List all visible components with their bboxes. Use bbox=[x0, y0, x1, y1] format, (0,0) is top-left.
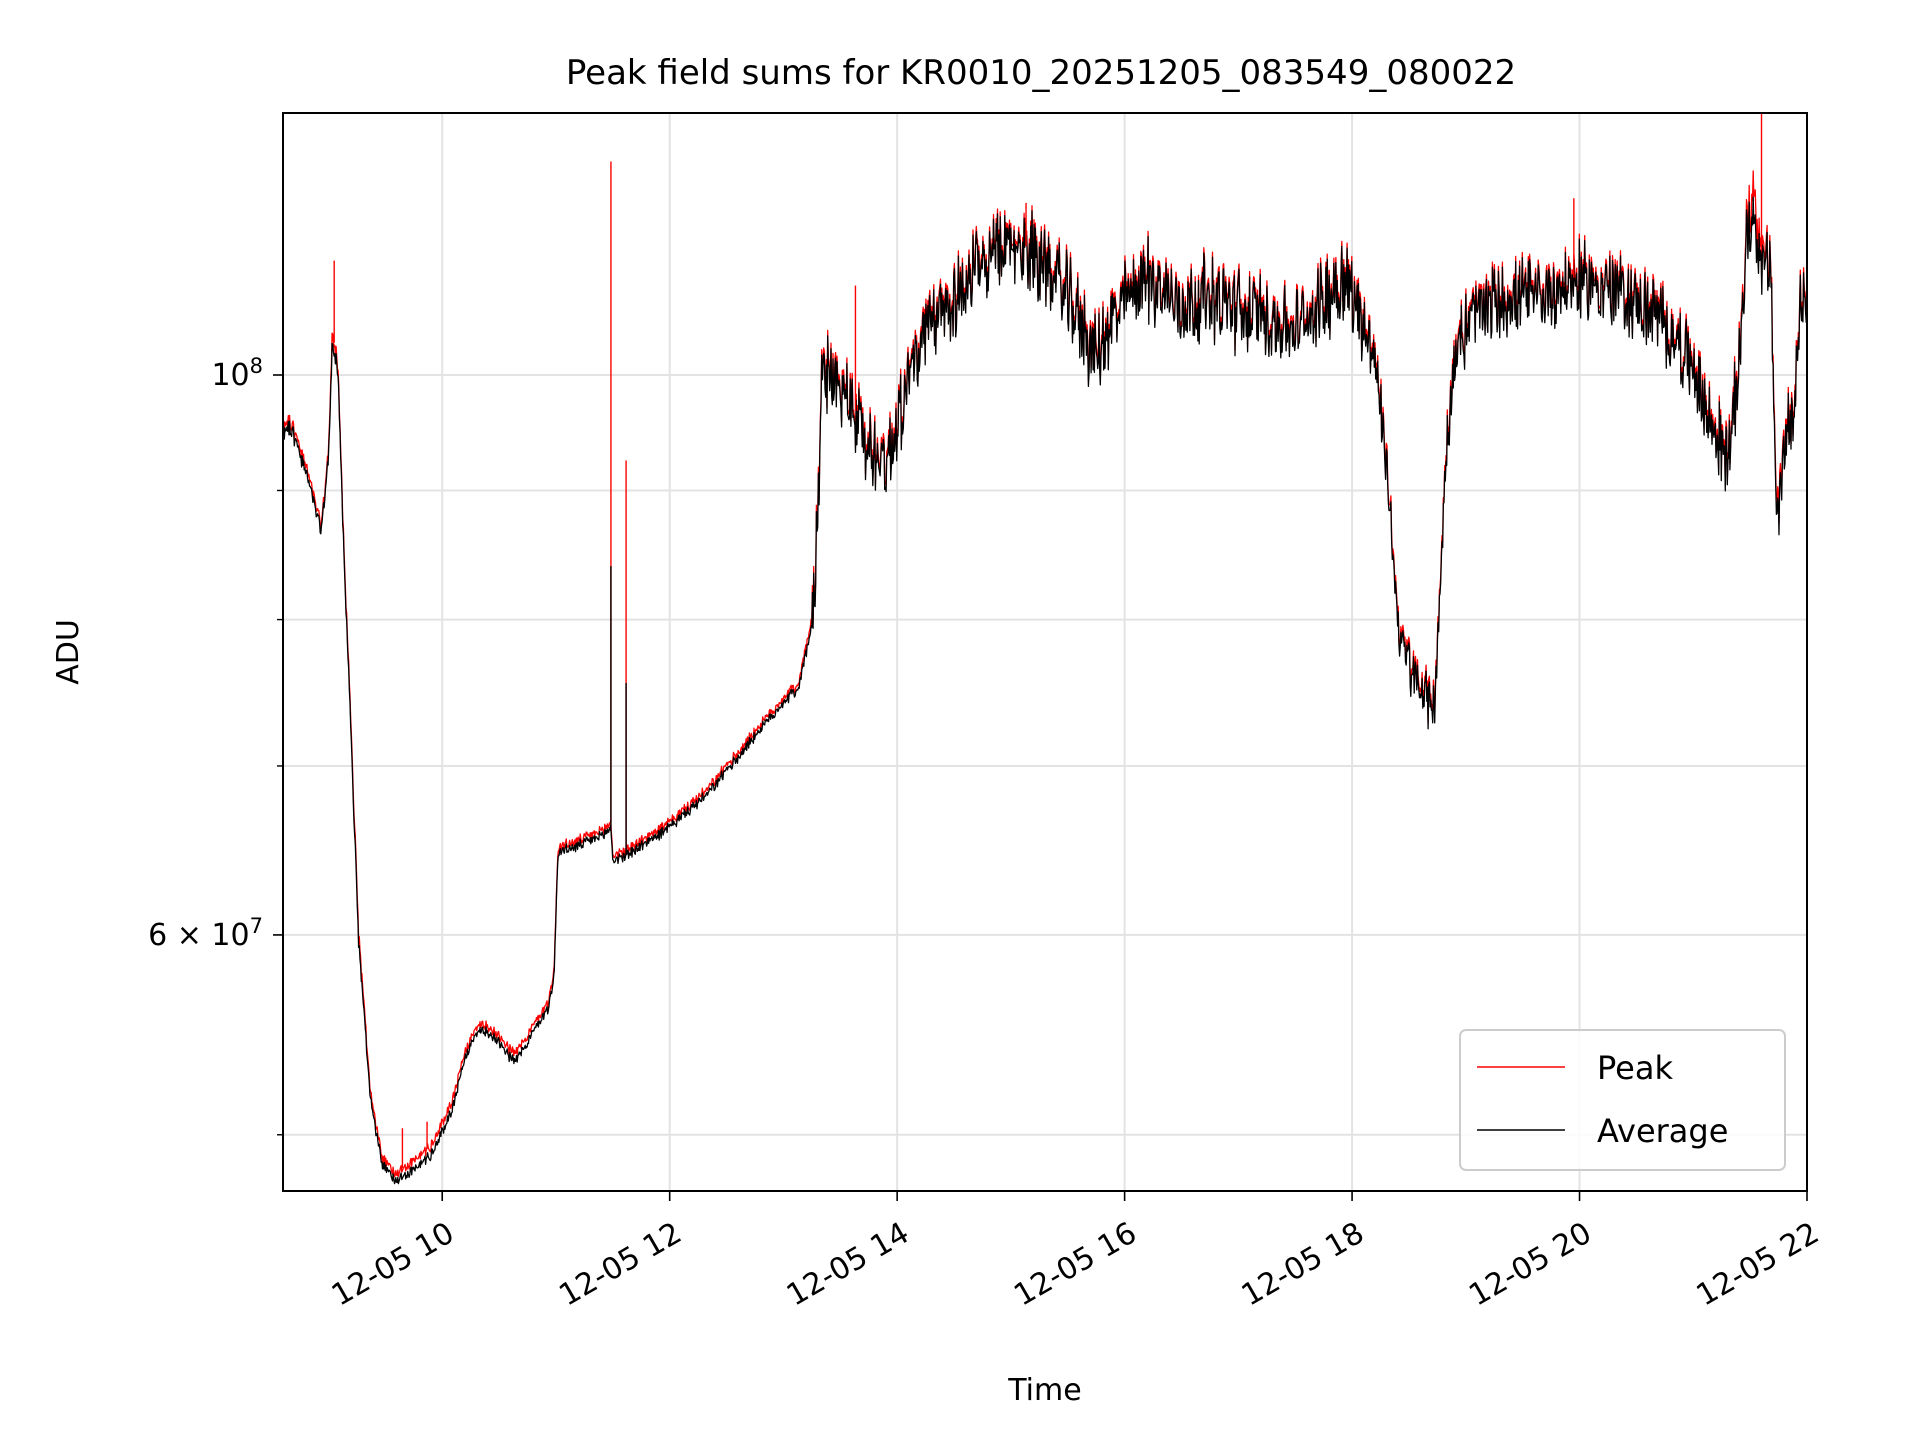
legend-label-average: Average bbox=[1597, 1112, 1728, 1150]
chart-title: Peak field sums for KR0010_20251205_0835… bbox=[566, 53, 1516, 93]
x-axis-label: Time bbox=[1007, 1373, 1081, 1408]
y-axis: 108 6 × 107 bbox=[148, 354, 283, 1136]
y-tick-label: 6 × 107 bbox=[148, 914, 263, 953]
legend: Peak Average bbox=[1459, 1029, 1786, 1171]
series-line-average bbox=[282, 196, 1808, 1185]
y-axis-label: ADU bbox=[51, 619, 86, 685]
legend-label-peak: Peak bbox=[1597, 1049, 1673, 1087]
legend-box bbox=[1459, 1029, 1786, 1171]
y-tick-label: 108 bbox=[211, 354, 263, 393]
plot-lines bbox=[282, 113, 1808, 1185]
plot-frame bbox=[282, 112, 1808, 1192]
